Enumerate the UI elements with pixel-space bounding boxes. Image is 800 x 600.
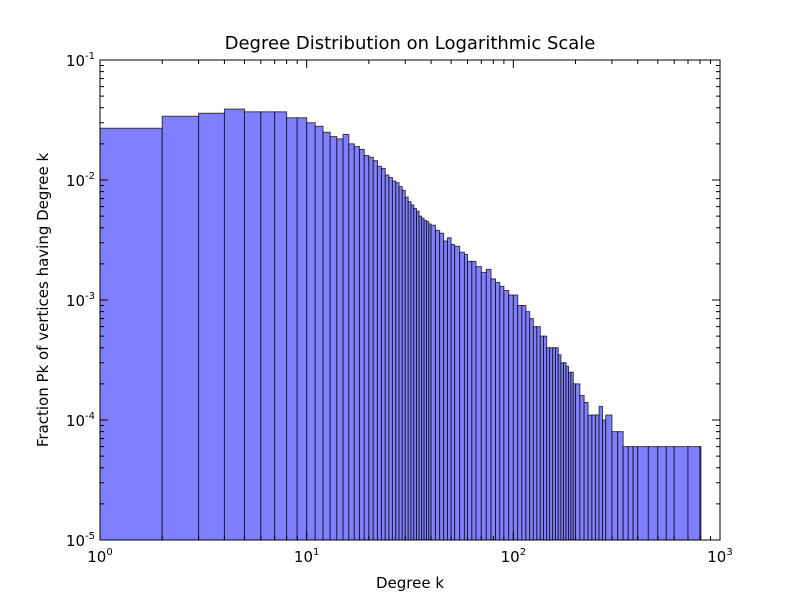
- histogram-bar: [475, 266, 482, 541]
- histogram-bar: [376, 165, 382, 541]
- histogram-bar: [687, 446, 701, 541]
- histogram-bar: [575, 383, 581, 541]
- histogram-bar: [336, 138, 344, 541]
- histogram-bar: [532, 326, 538, 541]
- histogram-bar: [665, 446, 675, 541]
- histogram-bar: [587, 414, 593, 541]
- histogram-bar: [372, 160, 378, 541]
- histogram-bar: [485, 268, 492, 541]
- histogram-bar: [306, 122, 316, 541]
- histogram-bar: [274, 111, 288, 541]
- histogram-bar: [223, 108, 245, 541]
- histogram-bar: [161, 115, 200, 541]
- bars-layer: [99, 108, 702, 541]
- histogram-bar: [443, 240, 448, 541]
- histogram-bar: [430, 224, 436, 541]
- histogram-bar: [459, 251, 465, 541]
- histogram-bar: [627, 446, 634, 541]
- histogram-bar: [243, 111, 262, 541]
- histogram-bar: [391, 180, 397, 541]
- histogram-bar: [611, 431, 619, 541]
- histogram-bar: [495, 281, 501, 541]
- histogram-bar: [699, 446, 702, 541]
- histogram-bar: [673, 446, 689, 541]
- y-tick-label: 10-5: [66, 531, 95, 550]
- histogram-bar: [388, 176, 393, 541]
- histogram-bar: [595, 414, 600, 541]
- histogram-bar: [314, 125, 324, 541]
- histogram-bar: [499, 285, 505, 541]
- chart-title: Degree Distribution on Logarithmic Scale: [225, 33, 596, 54]
- histogram-bar: [450, 244, 456, 541]
- histogram-bar: [380, 167, 386, 541]
- histogram-bar: [617, 431, 624, 541]
- histogram-bar: [503, 290, 510, 541]
- y-tick-label: 10-3: [66, 291, 95, 310]
- histogram-bar: [508, 294, 514, 541]
- histogram-bar: [517, 304, 523, 541]
- histogram-bar: [529, 318, 534, 541]
- histogram-bar: [471, 260, 477, 541]
- histogram-bar: [446, 237, 452, 541]
- histogram-bar: [480, 271, 487, 541]
- histogram-bar: [286, 117, 298, 541]
- histogram-bar: [583, 401, 589, 541]
- histogram-bar: [454, 245, 461, 541]
- histogram-bar: [591, 414, 597, 541]
- histogram-bar: [525, 311, 531, 541]
- histogram-bar: [632, 446, 639, 541]
- x-tick-label: 102: [501, 547, 526, 566]
- histogram-bar: [637, 446, 649, 541]
- histogram-bar: [490, 278, 497, 541]
- y-tick-label: 10-2: [66, 171, 95, 190]
- histogram-bar: [598, 405, 603, 541]
- y-tick-label: 10-1: [66, 51, 95, 70]
- histogram-bar: [358, 148, 365, 541]
- histogram-bar: [579, 395, 585, 541]
- histogram-bar: [342, 133, 350, 541]
- x-tick-label: 100: [87, 547, 112, 566]
- histogram-bar: [348, 143, 355, 541]
- histogram-bar: [260, 111, 276, 541]
- ticks-layer: 100 101 102 103 10-5 10-4 10-3 10-2 10-1: [66, 51, 733, 566]
- histogram-bar: [605, 414, 613, 541]
- histogram-bar: [466, 260, 473, 541]
- histogram-bar: [384, 174, 390, 541]
- histogram-bar: [329, 136, 338, 541]
- y-tick-label: 10-4: [66, 411, 95, 430]
- x-axis-label: Degree k: [376, 574, 444, 592]
- histogram-bar: [296, 117, 308, 541]
- histogram-bar: [439, 232, 445, 541]
- histogram-bar: [521, 304, 527, 541]
- histogram-bar: [622, 446, 629, 541]
- histogram-bar: [512, 294, 519, 541]
- y-axis-label: Fraction Pk of vertices having Degree k: [34, 153, 52, 448]
- histogram-bar: [99, 127, 163, 541]
- x-tick-label: 103: [707, 547, 732, 566]
- histogram-bar: [353, 146, 360, 541]
- histogram-bar: [647, 446, 659, 541]
- histogram-bar: [434, 229, 441, 541]
- histogram-bar: [198, 112, 225, 541]
- histogram-bar: [368, 156, 374, 541]
- histogram-bar: [363, 155, 370, 541]
- histogram-bar: [536, 326, 541, 541]
- x-tick-label: 101: [294, 547, 319, 566]
- histogram-bar: [322, 131, 331, 541]
- histogram-bar: [657, 446, 667, 541]
